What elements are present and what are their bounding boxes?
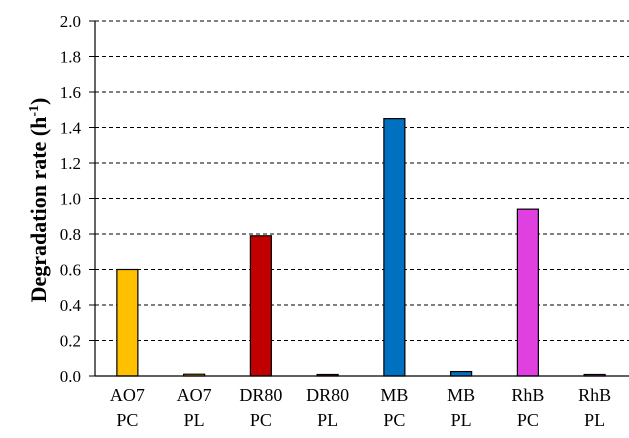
x-tick-label-condition: PL <box>317 410 338 430</box>
y-tick-label: 1.6 <box>60 83 81 102</box>
y-tick-label: 1.0 <box>60 190 81 209</box>
x-tick-label-dye: RhB <box>511 385 544 405</box>
x-tick-label: MB PL <box>447 385 475 430</box>
x-tick-label-dye: RhB <box>578 385 611 405</box>
bar-rhb-pc <box>516 208 539 377</box>
y-axis-label-sup: -1 <box>27 105 42 117</box>
x-tick-label-dye: AO7 <box>110 385 145 405</box>
x-tick-label-condition: PC <box>116 410 138 430</box>
y-tick-label: 2.0 <box>60 12 81 31</box>
bar-dr80-pc <box>249 235 272 377</box>
y-tick-label: 1.4 <box>60 119 82 138</box>
y-axis-label: Degradation rate (h-1) <box>26 98 51 303</box>
x-tick-label: RhB PC <box>511 385 544 430</box>
x-tick-label-dye: MB <box>447 385 475 405</box>
x-tick-label-dye: MB <box>380 385 408 405</box>
x-tick-label-dye: AO7 <box>177 385 212 405</box>
axes <box>89 20 629 377</box>
x-tick-label-condition: PC <box>250 410 272 430</box>
y-axis-label-end: ) <box>26 98 51 105</box>
x-tick-label: DR80 PC <box>239 385 282 430</box>
x-tick-labels: AO7 PC AO7 PL DR80 PC DR80 PL MB PC MB PL RhB PC RhB PL <box>110 385 611 430</box>
x-tick-label: DR80 PL <box>306 385 349 430</box>
x-tick-label-condition: PL <box>584 410 605 430</box>
x-tick-label-condition: PL <box>184 410 205 430</box>
y-tick-label: 1.8 <box>60 48 81 67</box>
y-axis-label-main: Degradation rate (h <box>26 117 51 303</box>
x-tick-label-condition: PL <box>451 410 472 430</box>
bars <box>116 118 606 377</box>
y-tick-label: 1.2 <box>60 154 81 173</box>
x-tick-label-condition: PC <box>383 410 405 430</box>
y-tick-label: 0.6 <box>60 261 81 280</box>
bar-ao7-pc <box>116 268 139 377</box>
x-tick-label: AO7 PC <box>110 385 145 430</box>
gridlines <box>95 20 629 341</box>
bar-mb-pc <box>383 118 406 377</box>
y-tick-label: 0.0 <box>60 367 81 386</box>
x-tick-label-dye: DR80 <box>239 385 282 405</box>
x-tick-label: RhB PL <box>578 385 611 430</box>
y-tick-labels: 0.0 0.2 0.4 0.6 0.8 1.0 1.2 1.4 1.6 1.8 2.0 <box>60 12 82 386</box>
x-tick-label: AO7 PL <box>177 385 212 430</box>
x-tick-label-condition: PC <box>517 410 539 430</box>
x-tick-label-dye: DR80 <box>306 385 349 405</box>
bar-mb-pl <box>450 370 473 377</box>
y-tick-label: 0.2 <box>60 332 81 351</box>
x-tick-label: MB PC <box>380 385 408 430</box>
y-tick-label: 0.8 <box>60 225 81 244</box>
y-tick-label: 0.4 <box>60 296 82 315</box>
